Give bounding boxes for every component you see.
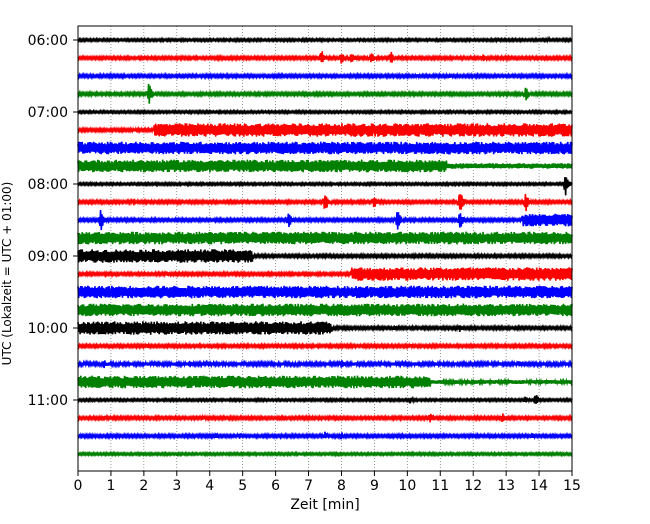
plot-frame bbox=[77, 25, 573, 472]
trace-10:15 bbox=[77, 341, 573, 351]
y-tick-label: 08:00 bbox=[28, 177, 68, 193]
x-tick-label: 10 bbox=[398, 478, 416, 494]
trace-layer bbox=[77, 35, 573, 458]
trace-10:45 bbox=[77, 375, 573, 389]
x-axis-label: Zeit [min] bbox=[290, 497, 359, 513]
trace-09:15 bbox=[77, 267, 573, 281]
trace-07:00 bbox=[77, 108, 573, 116]
trace-09:00 bbox=[77, 249, 573, 263]
x-tick-label: 8 bbox=[337, 478, 346, 494]
x-tick-label: 7 bbox=[304, 478, 313, 494]
x-tick-label: 15 bbox=[563, 478, 581, 494]
x-tick-label: 9 bbox=[370, 478, 379, 494]
y-tick-label: 10:00 bbox=[28, 321, 68, 337]
trace-06:30 bbox=[77, 71, 573, 81]
trace-10:30 bbox=[77, 359, 573, 369]
trace-09:45 bbox=[77, 303, 573, 317]
x-tick-label: 12 bbox=[464, 478, 482, 494]
trace-07:30 bbox=[77, 141, 573, 155]
x-tick-label: 2 bbox=[139, 478, 148, 494]
y-tick-label: 07:00 bbox=[28, 105, 68, 121]
trace-08:30 bbox=[77, 210, 573, 231]
x-tick-label: 5 bbox=[238, 478, 247, 494]
x-tick-label: 3 bbox=[172, 478, 181, 494]
trace-06:45 bbox=[77, 83, 573, 104]
x-tick-label: 4 bbox=[205, 478, 214, 494]
trace-06:15 bbox=[77, 51, 573, 64]
x-tick-label: 11 bbox=[431, 478, 449, 494]
grid-layer bbox=[110, 26, 540, 471]
x-tick-label: 14 bbox=[530, 478, 548, 494]
x-tick-label: 6 bbox=[271, 478, 280, 494]
trace-08:45 bbox=[77, 231, 573, 245]
x-tick-label: 0 bbox=[74, 478, 83, 494]
trace-11:00 bbox=[77, 395, 573, 405]
trace-07:45 bbox=[77, 159, 573, 173]
trace-07:15 bbox=[77, 123, 573, 137]
trace-10:00 bbox=[77, 321, 573, 335]
axis-layer: 0 1 2 3 4 5 6 7 8 9 10 11 12 13 14 1506:0007:0008:0009:… bbox=[28, 33, 581, 494]
trace-11:15 bbox=[77, 413, 573, 423]
y-axis-label: UTC (Lokalzeit = UTC + 01:00) bbox=[0, 182, 14, 366]
trace-11:30 bbox=[77, 431, 573, 441]
trace-08:00 bbox=[77, 177, 573, 196]
y-tick-label: 11:00 bbox=[28, 393, 68, 409]
trace-08:15 bbox=[77, 193, 573, 212]
x-tick-label: 13 bbox=[497, 478, 515, 494]
y-tick-label: 06:00 bbox=[28, 33, 68, 49]
trace-06:00 bbox=[77, 35, 573, 44]
trace-09:30 bbox=[77, 285, 573, 299]
x-tick-label: 1 bbox=[106, 478, 115, 494]
trace-11:45 bbox=[77, 450, 573, 458]
y-tick-label: 09:00 bbox=[28, 249, 68, 265]
